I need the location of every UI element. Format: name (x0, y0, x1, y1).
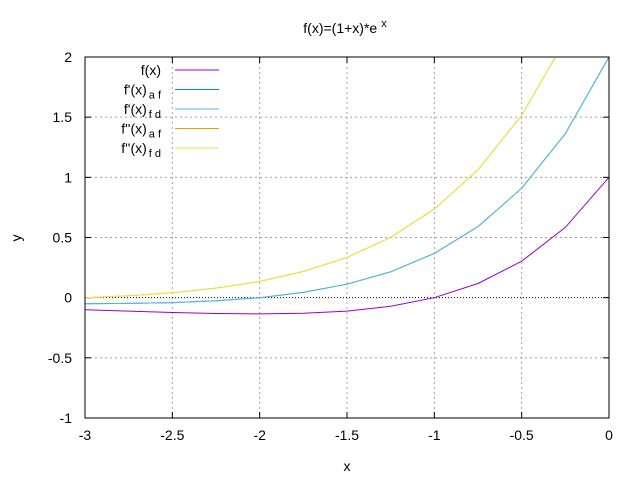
y-axis-label: y (8, 235, 24, 242)
legend-label-2: f'(x) f d (124, 101, 161, 121)
y-tick-label: -1 (60, 410, 73, 426)
y-tick-label: 1.5 (53, 109, 73, 125)
x-tick-label: -2 (253, 427, 266, 443)
y-tick-label: 0 (64, 290, 72, 306)
plot-frame (84, 56, 610, 419)
series-line-2 (85, 57, 609, 305)
y-tick-label: 0.5 (53, 230, 73, 246)
x-tick-label: -1 (428, 427, 441, 443)
chart-title-superscript: x (381, 18, 387, 30)
x-tick-label: 0 (605, 427, 613, 443)
legend-label-4: f''(x) f d (121, 140, 161, 160)
y-tick-label: 2 (64, 49, 72, 65)
legend: f(x) f'(x) a ff'(x) f df''(x) a ff''(x) f d (121, 62, 219, 160)
x-axis-ticks: -3 -2.5 -2 -1.5 -1 -0.5 0 (79, 57, 613, 443)
series-group (85, 57, 609, 315)
legend-label-0: f(x) (141, 62, 161, 78)
legend-label-1: f'(x) a f (124, 82, 162, 102)
series-line-1 (85, 57, 609, 305)
x-tick-label: -1.5 (335, 427, 359, 443)
grid (85, 57, 609, 418)
x-tick-label: -0.5 (510, 427, 534, 443)
x-tick-label: -2.5 (160, 427, 184, 443)
y-tick-label: -0.5 (48, 350, 72, 366)
x-tick-label: -3 (79, 427, 92, 443)
legend-label-3: f''(x) a f (121, 121, 162, 141)
y-tick-label: 1 (64, 169, 72, 185)
series-line-4 (85, 57, 556, 299)
series-line-0 (85, 176, 609, 315)
x-axis-label: x (344, 458, 351, 474)
chart-title: f(x)=(1+x)*e x (303, 18, 387, 36)
y-axis-ticks: -1 -0.5 0 0.5 1 1.5 2 (48, 49, 609, 426)
